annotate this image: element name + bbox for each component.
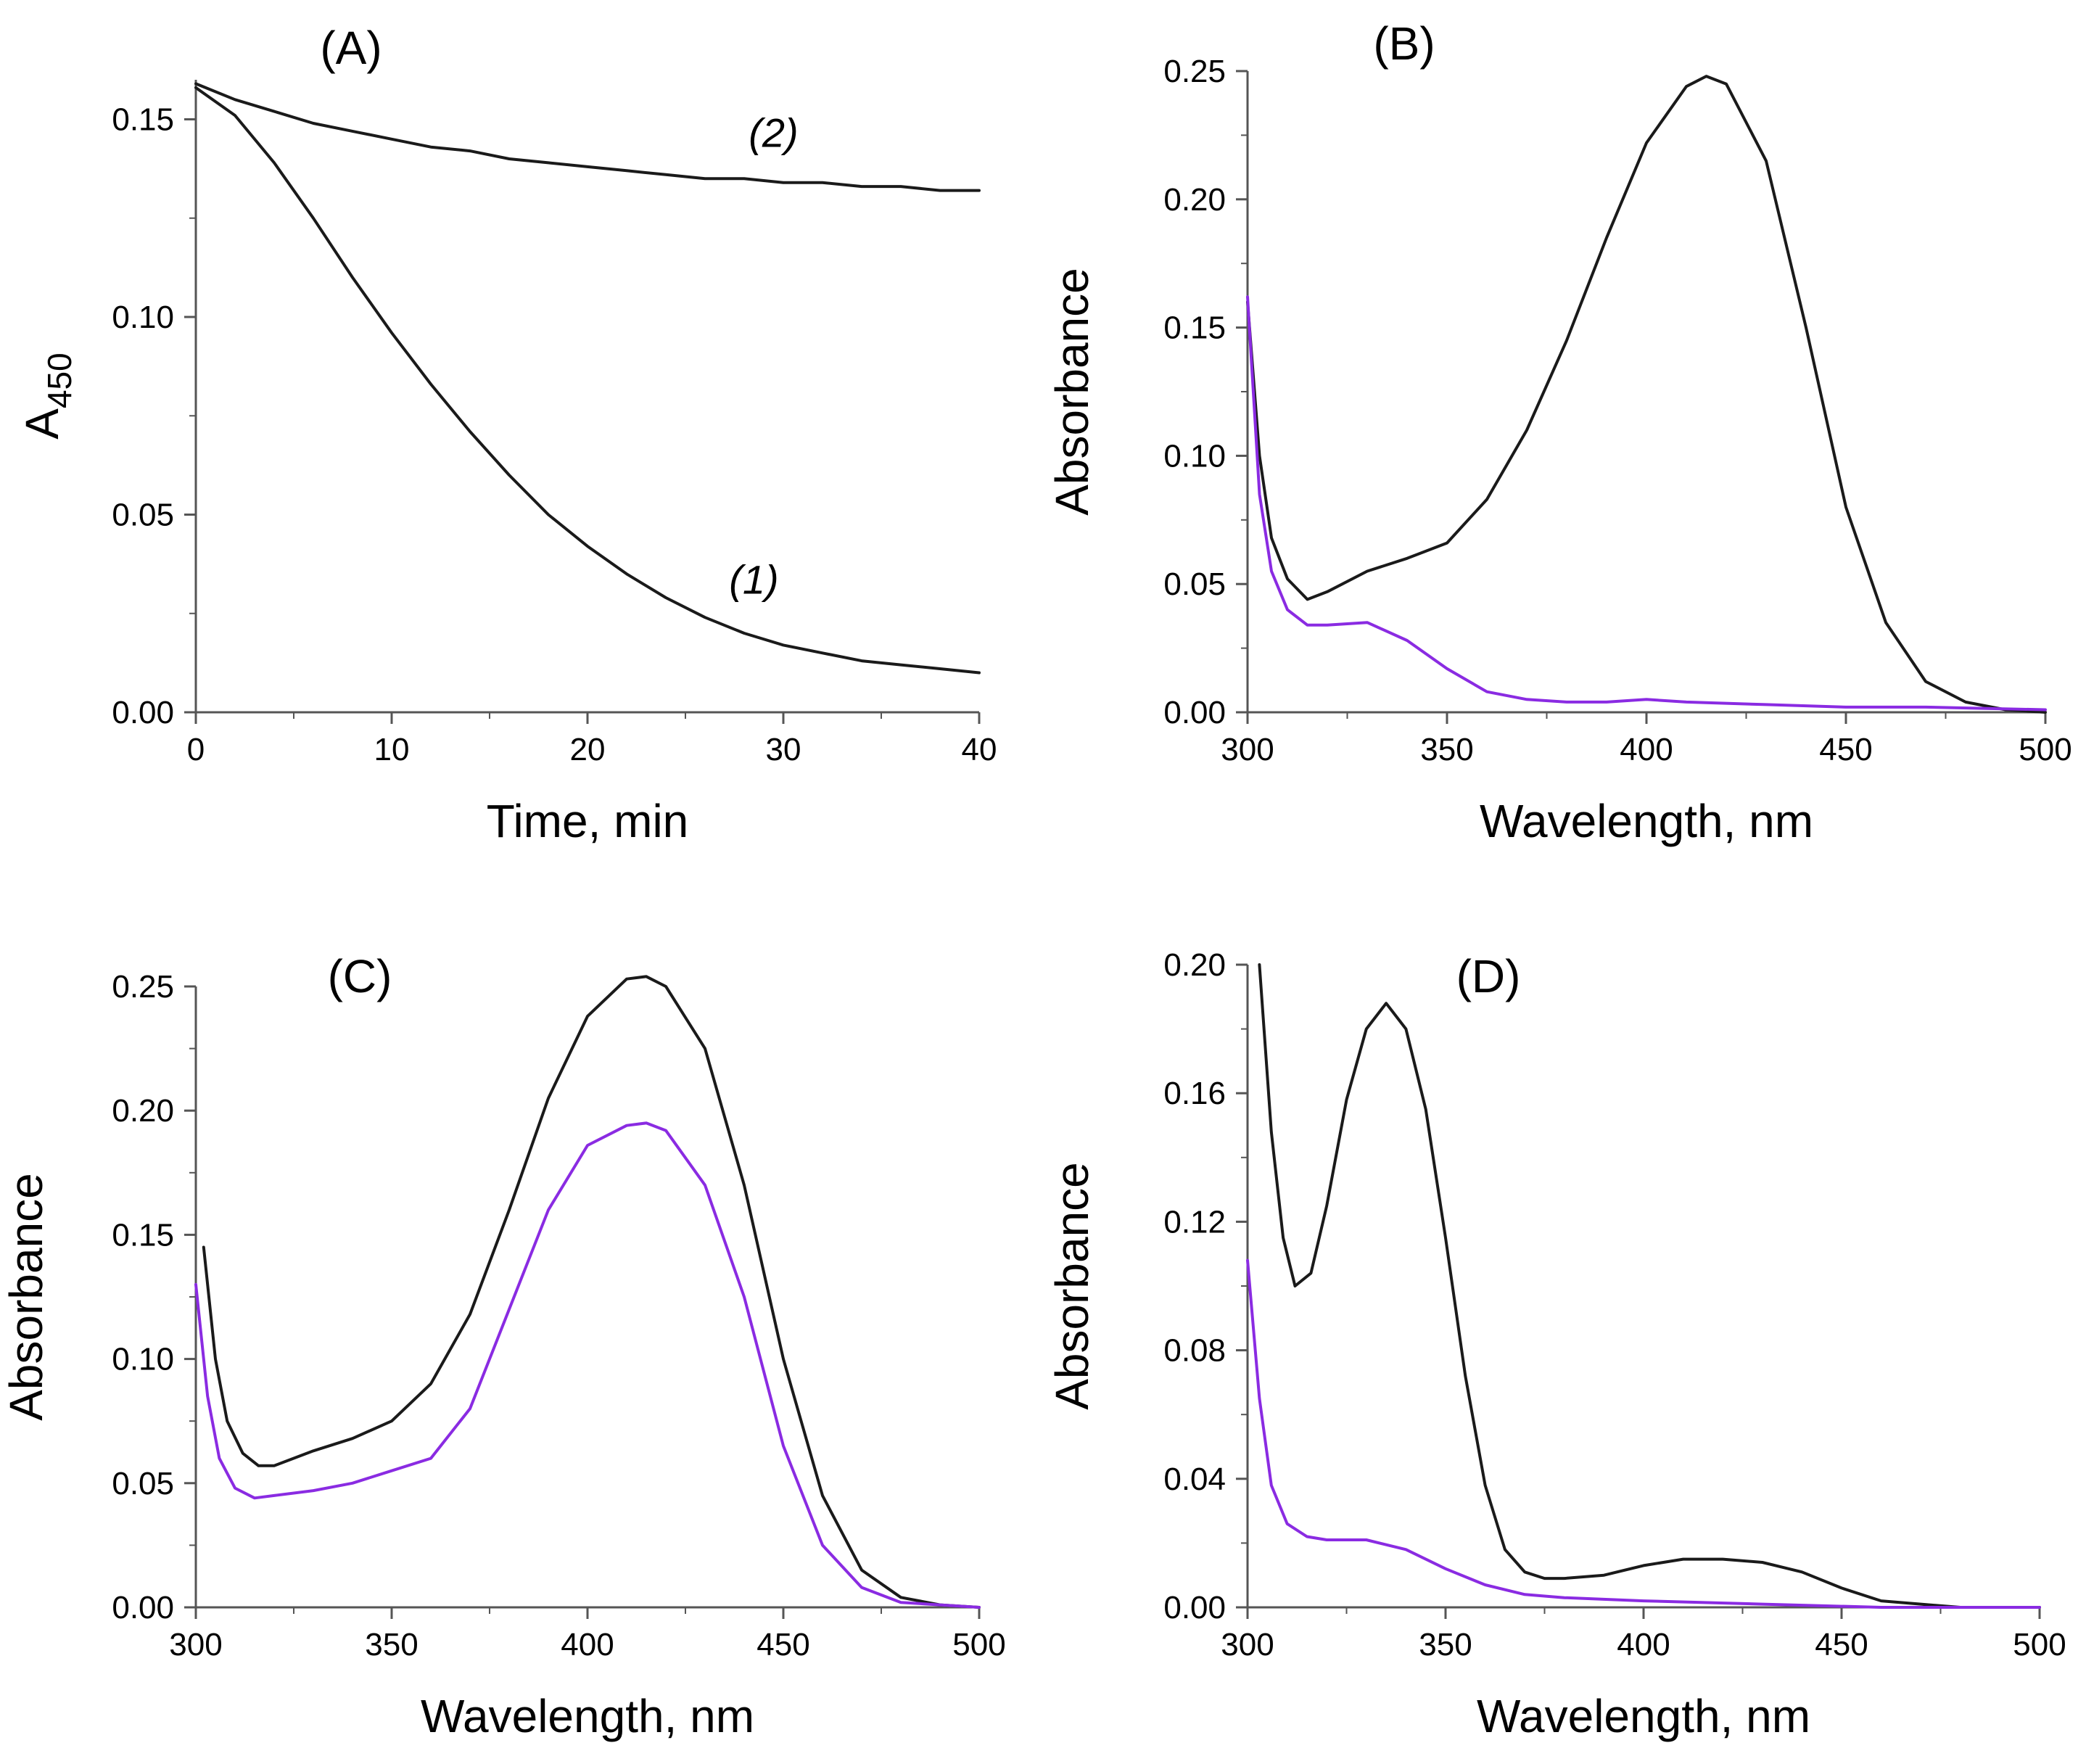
y-axis-title-main: Absorbance [1046, 1162, 1098, 1410]
y-axis-title: A450 [16, 353, 78, 439]
x-tick-label: 300 [1221, 1627, 1274, 1662]
series-line-purple [1246, 295, 2047, 712]
y-axis-title: Absorbance [1046, 1162, 1098, 1410]
chart-panel-2: 300 350 400 450 500 0.00 0.05 0.10 0.15 0.20 0.25 W… [0, 950, 1006, 1742]
x-tick-label: 20 [570, 732, 606, 767]
x-tick-label: 350 [365, 1627, 418, 1662]
y-tick-label: 0.05 [1163, 566, 1226, 602]
series-line-2 [194, 82, 981, 192]
y-tick-label: 0.00 [112, 695, 174, 730]
series-line-black [1246, 75, 2047, 714]
y-tick-label: 0.16 [1163, 1076, 1226, 1111]
x-tick-label: 450 [1819, 732, 1872, 767]
y-tick-label: 0.00 [1163, 1590, 1226, 1625]
series-line-1 [194, 86, 981, 675]
y-axis-title-main: Absorbance [1046, 268, 1098, 516]
y-tick-label: 0.20 [1163, 182, 1226, 218]
chart-panel-1: 300 350 400 450 500 0.00 0.05 0.10 0.15 0.20 0.25 W… [1046, 17, 2072, 847]
x-tick-label: 300 [1221, 732, 1274, 767]
y-tick-label: 0.10 [112, 300, 174, 335]
x-tick-label: 30 [766, 732, 801, 767]
x-tick-label: 450 [757, 1627, 809, 1662]
panel-label: (A) [320, 22, 382, 74]
series-annotation: (1) [729, 557, 778, 603]
y-tick-label: 0.15 [112, 102, 174, 138]
x-tick-label: 400 [561, 1627, 614, 1662]
x-axis-title: Time, min [487, 795, 689, 847]
y-tick-label: 0.10 [1163, 438, 1226, 474]
chart-panel-3: 300 350 400 450 500 0.00 0.04 0.08 0.12 0.16 0.20 W… [1046, 947, 2066, 1742]
x-tick-label: 0 [187, 732, 205, 767]
panel-label: (D) [1456, 950, 1521, 1002]
y-tick-label: 0.12 [1163, 1204, 1226, 1240]
series-annotation: (2) [749, 110, 798, 156]
x-tick-label: 500 [952, 1627, 1005, 1662]
x-tick-label: 350 [1419, 1627, 1472, 1662]
y-tick-label: 0.25 [112, 969, 174, 1005]
y-tick-label: 0.15 [1163, 310, 1226, 346]
x-tick-label: 450 [1815, 1627, 1868, 1662]
x-tick-label: 40 [962, 732, 997, 767]
y-tick-label: 0.05 [112, 498, 174, 533]
y-tick-label: 0.10 [112, 1342, 174, 1377]
chart-panel-0: 0 10 20 30 40 0.00 0.05 0.10 0.15 Time, min A450 (A… [16, 22, 997, 847]
y-axis-title: Absorbance [1046, 268, 1098, 516]
x-tick-label: 400 [1617, 1627, 1670, 1662]
y-axis-title-subscript: 450 [41, 353, 78, 408]
y-tick-label: 0.05 [112, 1466, 174, 1501]
x-tick-label: 400 [1620, 732, 1673, 767]
y-tick-label: 0.04 [1163, 1462, 1226, 1497]
x-tick-label: 10 [374, 732, 410, 767]
series-line-purple [194, 1121, 981, 1609]
series-line-purple [1246, 1258, 2041, 1609]
series-line-black [202, 975, 981, 1609]
y-tick-label: 0.00 [1163, 695, 1226, 730]
y-axis-title-main: A [16, 408, 68, 440]
y-axis-title: Absorbance [0, 1173, 52, 1421]
x-tick-label: 300 [169, 1627, 222, 1662]
y-tick-label: 0.08 [1163, 1333, 1226, 1369]
y-tick-label: 0.15 [112, 1217, 174, 1253]
x-axis-title: Wavelength, nm [1477, 1690, 1810, 1742]
series-line-black [1258, 963, 2041, 1609]
y-tick-label: 0.20 [1163, 947, 1226, 983]
x-axis-title: Wavelength, nm [421, 1690, 754, 1742]
x-tick-label: 500 [2019, 732, 2071, 767]
panel-label: (B) [1373, 17, 1435, 70]
x-tick-label: 500 [2013, 1627, 2066, 1662]
y-tick-label: 0.25 [1163, 54, 1226, 89]
panel-label: (C) [328, 950, 392, 1002]
y-axis-title-main: Absorbance [0, 1173, 52, 1421]
y-tick-label: 0.00 [112, 1590, 174, 1625]
x-tick-label: 350 [1420, 732, 1473, 767]
y-tick-label: 0.20 [112, 1093, 174, 1129]
x-axis-title: Wavelength, nm [1480, 795, 1813, 847]
